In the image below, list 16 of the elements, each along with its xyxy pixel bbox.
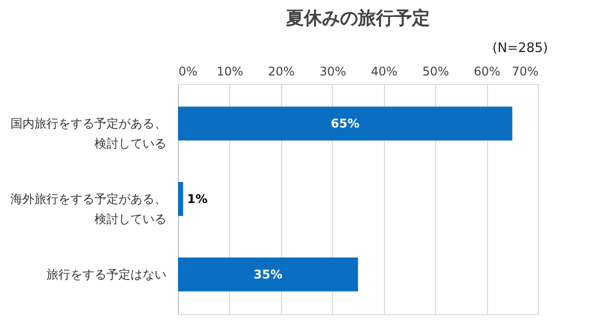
data-label: 35% xyxy=(254,267,282,282)
x-tick-label: 40% xyxy=(370,64,398,78)
x-tick-label: 0% xyxy=(178,64,198,78)
y-tick-label: 旅行をする予定はない xyxy=(46,267,166,282)
data-label: 65% xyxy=(330,116,360,131)
x-tick-label: 60% xyxy=(474,64,500,78)
data-label: 1% xyxy=(187,192,208,206)
x-tick-label: 30% xyxy=(319,64,346,78)
x-tick-label: 20% xyxy=(268,64,295,78)
x-tick-label: 70% xyxy=(512,64,538,78)
y-tick-label: 海外旅行をする予定がある、検討している xyxy=(10,192,166,226)
x-tick-label: 10% xyxy=(216,64,244,78)
chart-title: 夏休みの旅行予定 xyxy=(285,8,430,29)
y-tick-label: 国内旅行をする予定がある、検討している xyxy=(10,116,166,151)
x-tick-label: 50% xyxy=(422,64,449,78)
text: (N=285) xyxy=(492,41,548,56)
